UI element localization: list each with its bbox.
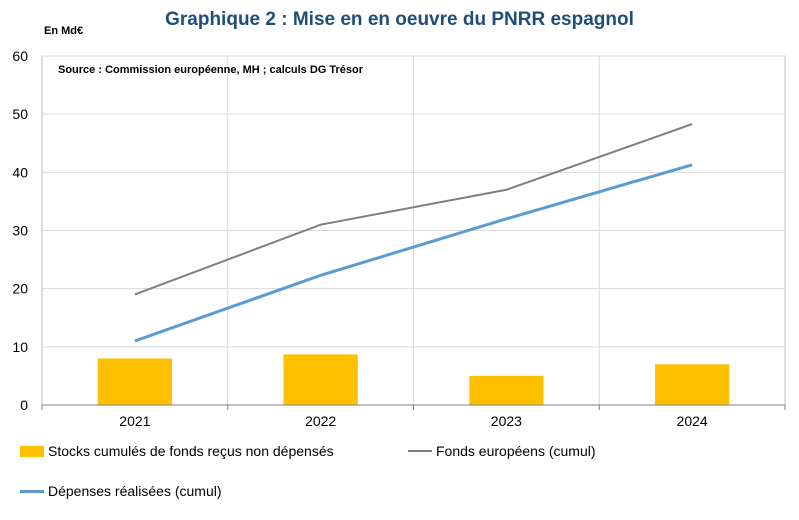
unit-label: En Md€	[44, 25, 84, 37]
x-tick-label: 2024	[677, 413, 708, 429]
y-tick-label: 30	[12, 223, 28, 239]
chart-title: Graphique 2 : Mise en en oeuvre du PNRR …	[165, 9, 634, 30]
legend-swatch-fonds	[408, 450, 432, 452]
plot-area: 0 10 20 30 40 50 60 2021 2022 2023 2024	[12, 48, 786, 429]
legend-label-stocks: Stocks cumulés de fonds reçus non dépens…	[48, 443, 334, 459]
y-tick-label: 10	[12, 339, 28, 355]
y-tick-label: 40	[12, 164, 28, 180]
legend-item-bar: Stocks cumulés de fonds reçus non dépens…	[20, 443, 334, 459]
bar	[654, 364, 730, 405]
legend-swatch-depenses	[20, 489, 44, 493]
source-note: Source : Commission européenne, MH ; cal…	[58, 64, 364, 76]
legend-label-depenses: Dépenses réalisées (cumul)	[48, 483, 222, 499]
legend-label-fonds: Fonds européens (cumul)	[436, 443, 596, 459]
series-line	[134, 163, 693, 343]
bar-series	[97, 354, 730, 405]
axes: 0 10 20 30 40 50 60 2021 2022 2023 2024	[12, 48, 786, 429]
bar	[283, 354, 358, 405]
gridlines	[41, 55, 786, 406]
y-tick-label: 0	[20, 397, 28, 413]
x-tick-label: 2021	[119, 413, 150, 429]
line-series	[134, 123, 693, 343]
legend-item-fonds: Fonds européens (cumul)	[408, 443, 596, 459]
legend-swatch-bar	[20, 445, 44, 457]
y-tick-label: 60	[12, 48, 28, 64]
legend-item-depenses: Dépenses réalisées (cumul)	[20, 483, 222, 499]
x-tick-label: 2022	[305, 413, 336, 429]
bar	[97, 358, 173, 405]
bar	[469, 375, 544, 405]
series-line	[134, 123, 693, 296]
x-tick-label: 2023	[491, 413, 522, 429]
y-tick-label: 50	[12, 106, 28, 122]
y-tick-label: 20	[12, 281, 28, 297]
